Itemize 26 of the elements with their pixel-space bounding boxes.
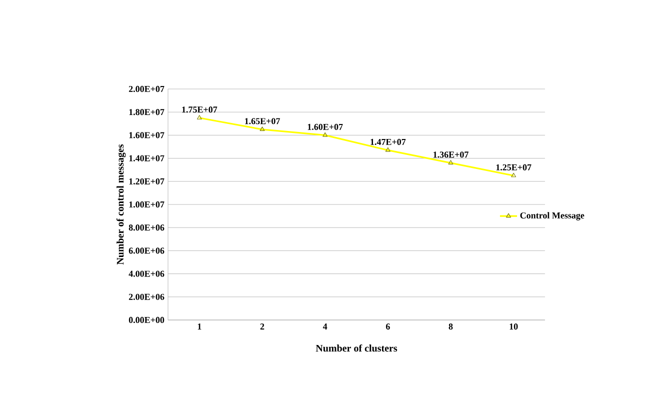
y-tick-label: 0.00E+00	[128, 316, 164, 324]
y-tick-label: 1.80E+07	[129, 109, 164, 116]
data-label: 1.25E+07	[496, 164, 532, 170]
x-tick-label: 10	[510, 324, 518, 330]
y-tick-label: 1.00E+07	[129, 201, 164, 208]
x-tick-label: 2	[260, 324, 264, 330]
x-axis-title: Number of clusters	[316, 344, 398, 352]
y-axis-title: Number of control messages	[116, 144, 126, 265]
x-tick-label: 8	[448, 324, 453, 330]
data-label: 1.65E+07	[245, 118, 280, 124]
data-label: 1.36E+07	[434, 152, 468, 158]
y-tick-label: 4.00E+06	[128, 270, 164, 277]
data-label: 1.47E+07	[370, 138, 406, 146]
y-tick-label: 6.00E+06	[128, 248, 164, 254]
data-label: 1.60E+07	[308, 124, 343, 130]
data-label: 1.75E+07	[182, 106, 218, 113]
y-tick-label: 2.00E+06	[128, 294, 164, 300]
y-tick-label: 8.00E+06	[128, 224, 164, 231]
y-tick-label: 2.00E+07	[128, 86, 164, 92]
legend-label: Control Message	[520, 212, 584, 220]
x-tick-label: 4	[322, 324, 328, 330]
y-tick-label: 1.40E+07	[129, 155, 164, 162]
y-tick-label: 1.20E+07	[129, 178, 164, 184]
x-tick-label: 1	[198, 324, 202, 330]
y-tick-label: 1.60E+07	[129, 132, 164, 138]
x-tick-label: 6	[386, 324, 390, 330]
